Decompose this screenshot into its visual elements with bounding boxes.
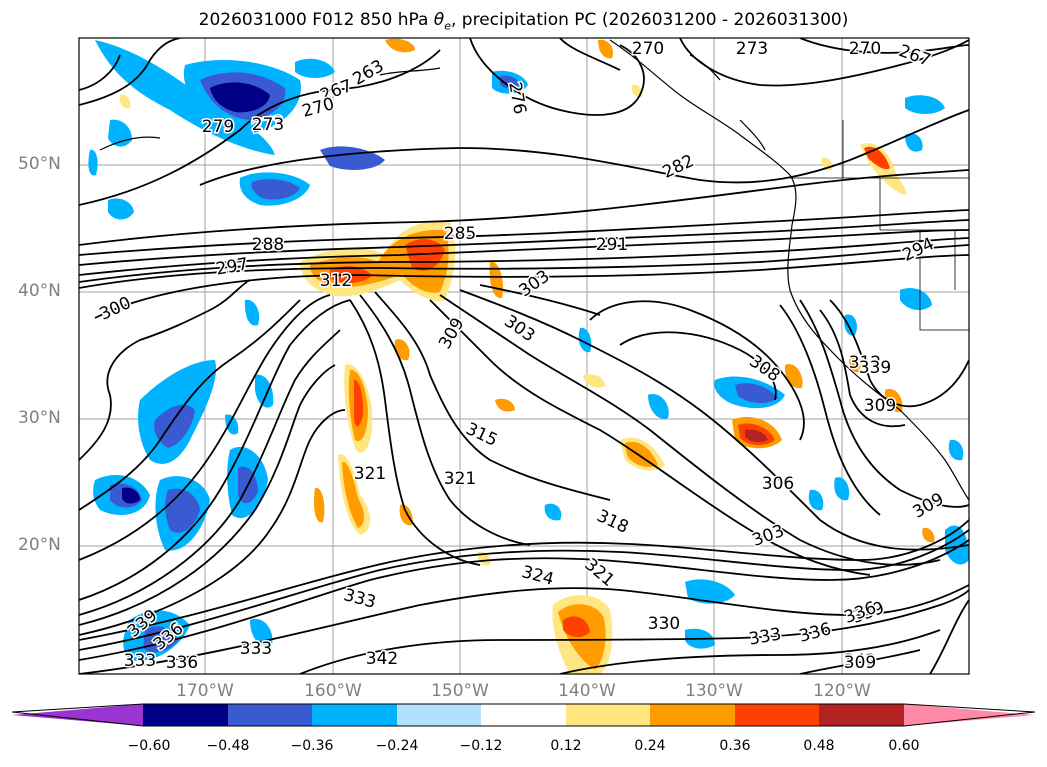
colorbar-bin	[143, 704, 228, 726]
title-theta: θ	[433, 10, 445, 30]
contour-label: 309	[864, 396, 896, 416]
colorbar-label: −0.12	[459, 738, 503, 754]
colorbar-label: −0.24	[375, 738, 419, 754]
contour-label: 273	[252, 115, 284, 135]
lon-label-140w: 140°W	[558, 681, 616, 701]
map-frame	[78, 37, 970, 675]
contour-label: 279	[202, 117, 234, 137]
map-background	[79, 38, 969, 674]
colorbar-label: −0.48	[206, 738, 250, 754]
colorbar-bin	[566, 704, 650, 726]
colorbar-label: −0.60	[127, 738, 171, 754]
contour-label: 273	[736, 39, 768, 59]
contour-label: 270	[632, 39, 664, 59]
contour-label: 342	[366, 649, 398, 669]
contour-label: 339	[859, 358, 891, 378]
lat-label-40n: 40°N	[18, 281, 61, 301]
lat-label-30n: 30°N	[18, 408, 61, 428]
lat-label-20n: 20°N	[18, 535, 61, 555]
contour-label: 291	[596, 235, 628, 255]
contour-label: 333	[124, 651, 156, 671]
contour-label: 330	[648, 614, 680, 634]
colorbar-label: 0.48	[803, 738, 835, 754]
colorbar-bin	[397, 704, 481, 726]
colorbar-label: 0.60	[888, 738, 920, 754]
colorbar-label: 0.36	[719, 738, 751, 754]
coastline	[99, 39, 969, 501]
colorbar-outline	[11, 703, 1036, 727]
contour-label: 321	[444, 469, 476, 489]
colorbar-bin	[735, 704, 819, 726]
colorbar-label: 0.12	[550, 738, 582, 754]
title-suffix: , precipitation PC (2026031200 - 2026031…	[450, 10, 849, 30]
lon-label-130w: 130°W	[685, 681, 743, 701]
contour-label: 270	[849, 39, 881, 59]
contour-label: 312	[320, 271, 352, 291]
lon-label-120w: 120°W	[813, 681, 871, 701]
title-prefix: 2026031000 F012 850 hPa	[198, 10, 434, 30]
colorbar	[11, 703, 1036, 727]
lon-label-160w: 160°W	[304, 681, 362, 701]
lon-label-170w: 170°W	[176, 681, 234, 701]
contour-label: 306	[762, 474, 794, 494]
colorbar-label: 0.24	[634, 738, 666, 754]
colorbar-bin	[312, 704, 397, 726]
precip-positive-shading	[119, 38, 935, 674]
political-borders	[790, 120, 969, 331]
contour-label: 336	[166, 653, 198, 673]
title-theta-subscript: e	[444, 19, 451, 33]
colorbar-label: −0.36	[290, 738, 334, 754]
lon-label-150w: 150°W	[431, 681, 489, 701]
contour-label: 288	[252, 235, 284, 255]
colorbar-bin	[819, 704, 904, 726]
map-title: 2026031000 F012 850 hPa θe, precipitatio…	[0, 10, 1047, 32]
colorbar-extend-low	[12, 704, 143, 726]
colorbar-bin	[650, 704, 735, 726]
lat-label-50n: 50°N	[18, 154, 61, 174]
contour-label: 342	[844, 651, 876, 671]
contour-label: 321	[354, 464, 386, 484]
contour-label: 285	[444, 224, 476, 244]
theta-e-contours	[79, 38, 969, 674]
precip-negative-shading	[88, 40, 969, 661]
contour-label: 309	[844, 653, 876, 673]
contour-label: 333	[240, 639, 272, 659]
colorbar-bin	[228, 704, 312, 726]
colorbar-extend-high	[904, 704, 1035, 726]
contour-label: 312	[849, 353, 881, 373]
colorbar-bin	[481, 704, 566, 726]
